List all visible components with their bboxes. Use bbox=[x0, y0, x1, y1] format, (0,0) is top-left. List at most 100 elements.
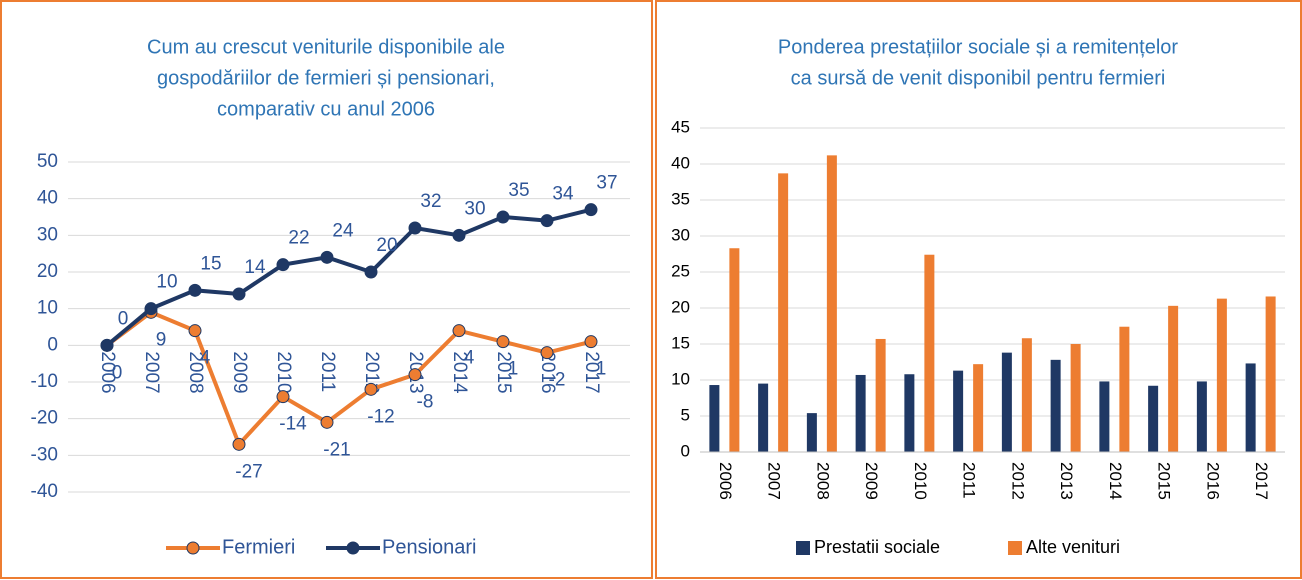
data-label: 9 bbox=[156, 329, 167, 350]
y-tick-label: 10 bbox=[37, 298, 58, 319]
y-tick-label: 30 bbox=[37, 224, 58, 245]
x-tick-label: 2014 bbox=[1106, 462, 1125, 500]
marker bbox=[320, 250, 334, 264]
data-label: 37 bbox=[596, 173, 617, 194]
bar bbox=[904, 374, 915, 452]
bar bbox=[1168, 305, 1179, 452]
chart-title: comparativ cu anul 2006 bbox=[217, 98, 435, 120]
data-label: 4 bbox=[200, 348, 211, 369]
bar bbox=[1216, 298, 1227, 452]
marker bbox=[584, 203, 598, 217]
y-tick-label: -40 bbox=[31, 481, 58, 502]
bar bbox=[729, 248, 740, 452]
y-tick-label: -20 bbox=[31, 408, 58, 429]
bar bbox=[1070, 344, 1081, 452]
data-label: 0 bbox=[118, 308, 129, 329]
bar bbox=[1099, 381, 1110, 452]
x-tick-label: 2006 bbox=[97, 351, 118, 393]
marker bbox=[452, 324, 466, 338]
data-label: 32 bbox=[420, 191, 441, 212]
x-tick-label: 2008 bbox=[185, 351, 206, 393]
chart-title: Ponderea prestațiilor sociale și a remit… bbox=[778, 36, 1179, 58]
x-tick-label: 2013 bbox=[1057, 462, 1076, 500]
chart-title: Cum au crescut veniturile disponibile al… bbox=[147, 36, 505, 58]
line bbox=[105, 207, 592, 347]
y-tick-label: 20 bbox=[37, 261, 58, 282]
x-tick-label: 2007 bbox=[141, 351, 162, 393]
marker bbox=[408, 368, 422, 382]
y-tick-label: 45 bbox=[671, 117, 690, 136]
bar bbox=[758, 383, 769, 452]
y-tick-label: 0 bbox=[47, 334, 58, 355]
y-tick-label: 30 bbox=[671, 225, 690, 244]
data-label: -21 bbox=[323, 439, 350, 460]
bar bbox=[778, 173, 789, 453]
right-panel bbox=[655, 0, 1302, 579]
data-label: 14 bbox=[244, 257, 266, 278]
bar bbox=[1148, 385, 1159, 452]
x-tick-label: 2017 bbox=[1252, 462, 1271, 500]
data-label: -8 bbox=[417, 392, 434, 413]
bar bbox=[1245, 363, 1256, 452]
y-tick-label: 40 bbox=[37, 188, 58, 209]
x-tick-label: 2009 bbox=[862, 462, 881, 500]
x-tick-label: 2010 bbox=[911, 462, 930, 500]
data-label: 1 bbox=[596, 359, 607, 380]
x-tick-label: 2017 bbox=[581, 351, 602, 393]
y-tick-label: -30 bbox=[31, 444, 58, 465]
data-label: -14 bbox=[279, 414, 307, 435]
y-tick-label: 20 bbox=[671, 297, 690, 316]
y-tick-label: 0 bbox=[681, 441, 690, 460]
x-tick-label: 2006 bbox=[716, 462, 735, 500]
chart-title: gospodăriilor de fermieri și pensionari, bbox=[157, 67, 495, 89]
data-label: 4 bbox=[464, 348, 475, 369]
marker bbox=[584, 335, 598, 349]
bar bbox=[806, 413, 817, 452]
bar bbox=[973, 364, 984, 452]
bar bbox=[875, 338, 886, 452]
x-tick-label: 2014 bbox=[449, 351, 470, 394]
legend-label: Fermieri bbox=[222, 536, 295, 558]
data-label: 20 bbox=[376, 235, 397, 256]
bar bbox=[1050, 359, 1061, 452]
line bbox=[105, 310, 592, 449]
bar bbox=[1001, 352, 1012, 452]
marker bbox=[364, 382, 378, 396]
legend-swatch bbox=[796, 541, 810, 555]
data-label: 1 bbox=[508, 359, 519, 380]
x-tick-label: 2015 bbox=[1155, 462, 1174, 500]
marker bbox=[232, 437, 246, 451]
y-tick-label: 40 bbox=[671, 153, 690, 172]
marker bbox=[540, 346, 554, 360]
x-tick-label: 2009 bbox=[229, 351, 250, 393]
bar bbox=[953, 370, 964, 452]
y-tick-label: 35 bbox=[671, 189, 690, 208]
x-tick-label: 2010 bbox=[273, 351, 294, 393]
data-label: 35 bbox=[508, 180, 529, 201]
x-tick-label: 2015 bbox=[493, 351, 514, 393]
legend-marker bbox=[346, 541, 360, 555]
marker bbox=[144, 302, 158, 316]
bar bbox=[855, 374, 866, 452]
bar bbox=[1119, 326, 1130, 452]
data-label: -27 bbox=[235, 461, 262, 482]
x-tick-label: 2011 bbox=[960, 462, 979, 499]
data-label: 15 bbox=[200, 253, 221, 274]
marker bbox=[540, 214, 554, 228]
left-panel bbox=[0, 0, 653, 579]
data-label: 10 bbox=[156, 272, 177, 293]
marker bbox=[320, 415, 334, 429]
x-tick-label: 2012 bbox=[361, 351, 382, 393]
marker bbox=[276, 258, 290, 272]
legend-label: Prestatii sociale bbox=[814, 537, 940, 557]
data-label: 24 bbox=[332, 220, 354, 241]
data-label: 30 bbox=[464, 198, 485, 219]
bar bbox=[924, 254, 935, 452]
data-label: 22 bbox=[288, 228, 309, 249]
x-tick-label: 2016 bbox=[1203, 462, 1222, 500]
y-tick-label: 15 bbox=[671, 333, 690, 352]
x-tick-label: 2012 bbox=[1008, 462, 1027, 500]
marker bbox=[100, 338, 114, 352]
y-tick-label: 10 bbox=[671, 369, 690, 388]
data-label: 34 bbox=[552, 184, 574, 205]
